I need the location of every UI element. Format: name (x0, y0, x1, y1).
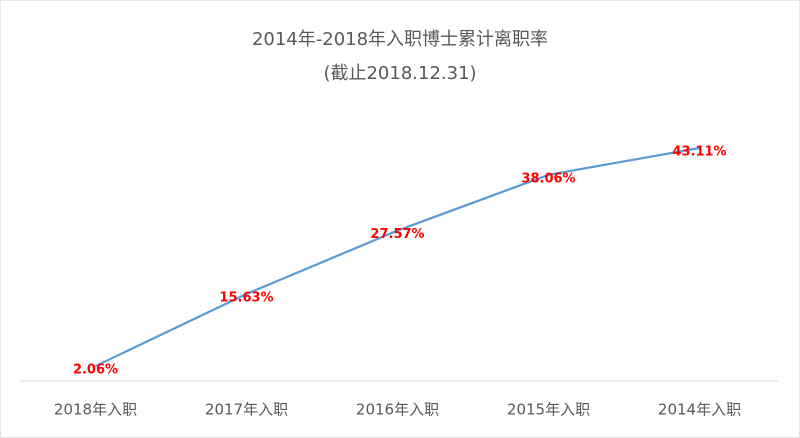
data-label: 43.11% (672, 145, 726, 160)
chart-title: 2014年-2018年入职博士累计离职率 (252, 29, 548, 50)
data-label: 38.06% (521, 171, 575, 186)
data-label: 27.57% (370, 227, 424, 242)
chart-subtitle: (截止2018.12.31) (323, 63, 476, 84)
x-tick-label: 2016年入职 (356, 401, 439, 419)
data-label: 2.06% (73, 363, 118, 378)
x-tick-label: 2017年入职 (205, 401, 288, 419)
data-line (95, 146, 700, 368)
x-tick-label: 2015年入职 (507, 401, 590, 419)
data-label: 15.63% (219, 290, 273, 305)
x-tick-label: 2018年入职 (54, 401, 137, 419)
x-tick-label: 2014年入职 (658, 401, 741, 419)
